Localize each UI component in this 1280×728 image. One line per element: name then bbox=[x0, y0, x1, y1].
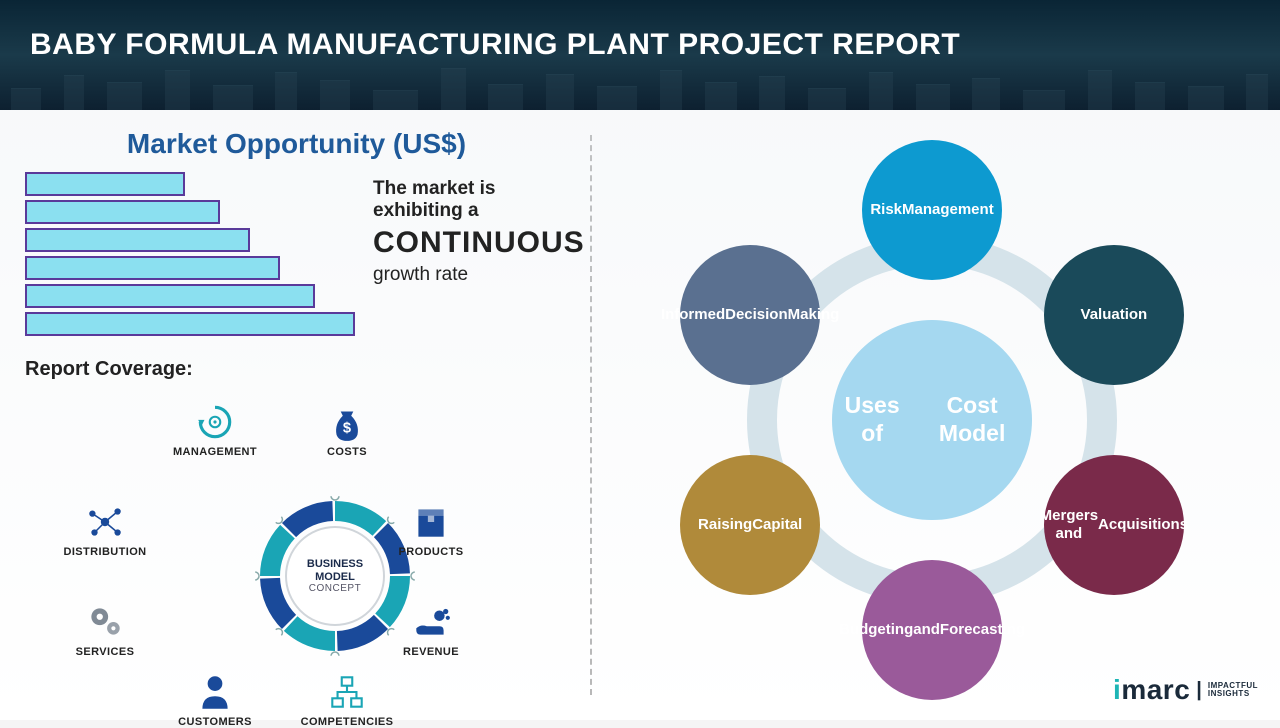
org-icon bbox=[326, 671, 368, 713]
header-banner: BABY FORMULA MANUFACTURING PLANT PROJECT… bbox=[0, 0, 1280, 110]
right-panel: Uses ofCost Model RiskManagement Valuatio… bbox=[592, 110, 1280, 720]
market-bar bbox=[25, 228, 250, 252]
cost-model-node: Mergers andAcquisitions bbox=[1044, 455, 1184, 595]
bm-center-sub: CONCEPT bbox=[309, 583, 361, 594]
cost-model-node: InformedDecisionMaking bbox=[680, 245, 820, 385]
left-panel: Market Opportunity (US$) The market is e… bbox=[0, 110, 590, 720]
brand-name: imarc bbox=[1113, 674, 1190, 706]
business-model-diagram: BUSINESS MODEL CONCEPT MANAGEMENT $ COSTS P… bbox=[25, 371, 568, 701]
caption-line2: CONTINUOUS bbox=[373, 226, 585, 260]
market-bar bbox=[25, 172, 185, 196]
cost-model-node: BudgetingandForecasting bbox=[862, 560, 1002, 700]
market-bar bbox=[25, 256, 280, 280]
bm-center-line2: MODEL bbox=[315, 571, 355, 583]
market-opportunity-title: Market Opportunity (US$) bbox=[25, 128, 568, 160]
page-title: BABY FORMULA MANUFACTURING PLANT PROJECT… bbox=[30, 28, 1280, 62]
bm-item-revenue: REVENUE bbox=[371, 601, 491, 658]
bm-item-label: CUSTOMERS bbox=[155, 716, 275, 728]
bm-item-label: COSTS bbox=[287, 446, 407, 458]
cost-model-node: Valuation bbox=[1044, 245, 1184, 385]
bm-item-management: MANAGEMENT bbox=[155, 401, 275, 458]
brand-logo: imarc | IMPACTFUL INSIGHTS bbox=[1113, 674, 1258, 706]
skyline-decor bbox=[0, 65, 1280, 110]
gears-icon bbox=[84, 601, 126, 643]
person-icon bbox=[194, 671, 236, 713]
bm-item-costs: $ COSTS bbox=[287, 401, 407, 458]
cost-model-node: RaisingCapital bbox=[680, 455, 820, 595]
bm-item-label: REVENUE bbox=[371, 646, 491, 658]
cost-model-diagram: Uses ofCost Model RiskManagement Valuatio… bbox=[652, 140, 1212, 700]
market-bar-chart bbox=[25, 172, 355, 340]
content-area: Market Opportunity (US$) The market is e… bbox=[0, 110, 1280, 720]
bm-item-products: PRODUCTS bbox=[371, 501, 491, 558]
hand-icon bbox=[410, 601, 452, 643]
bm-item-label: DISTRIBUTION bbox=[45, 546, 165, 558]
cycle-icon bbox=[194, 401, 236, 443]
network-icon bbox=[84, 501, 126, 543]
market-bar bbox=[25, 312, 355, 336]
bm-item-label: COMPETENCIES bbox=[287, 716, 407, 728]
bm-center-line1: BUSINESS bbox=[307, 558, 363, 570]
bm-item-distribution: DISTRIBUTION bbox=[45, 501, 165, 558]
market-bar bbox=[25, 200, 220, 224]
bm-item-label: PRODUCTS bbox=[371, 546, 491, 558]
caption-line3: growth rate bbox=[373, 264, 585, 286]
cost-model-center: Uses ofCost Model bbox=[832, 320, 1032, 520]
svg-text:$: $ bbox=[343, 421, 351, 437]
bm-item-label: SERVICES bbox=[45, 646, 165, 658]
business-model-center: BUSINESS MODEL CONCEPT bbox=[285, 526, 385, 626]
bm-item-competencies: COMPETENCIES bbox=[287, 671, 407, 728]
market-caption: The market is exhibiting a CONTINUOUS gr… bbox=[373, 172, 585, 340]
box-icon bbox=[410, 501, 452, 543]
cost-model-node: RiskManagement bbox=[862, 140, 1002, 280]
bm-item-services: SERVICES bbox=[45, 601, 165, 658]
market-bar bbox=[25, 284, 315, 308]
caption-line1: The market is exhibiting a bbox=[373, 178, 585, 222]
brand-tag: IMPACTFUL INSIGHTS bbox=[1208, 682, 1258, 698]
moneybag-icon: $ bbox=[326, 401, 368, 443]
bm-item-customers: CUSTOMERS bbox=[155, 671, 275, 728]
bm-item-label: MANAGEMENT bbox=[155, 446, 275, 458]
